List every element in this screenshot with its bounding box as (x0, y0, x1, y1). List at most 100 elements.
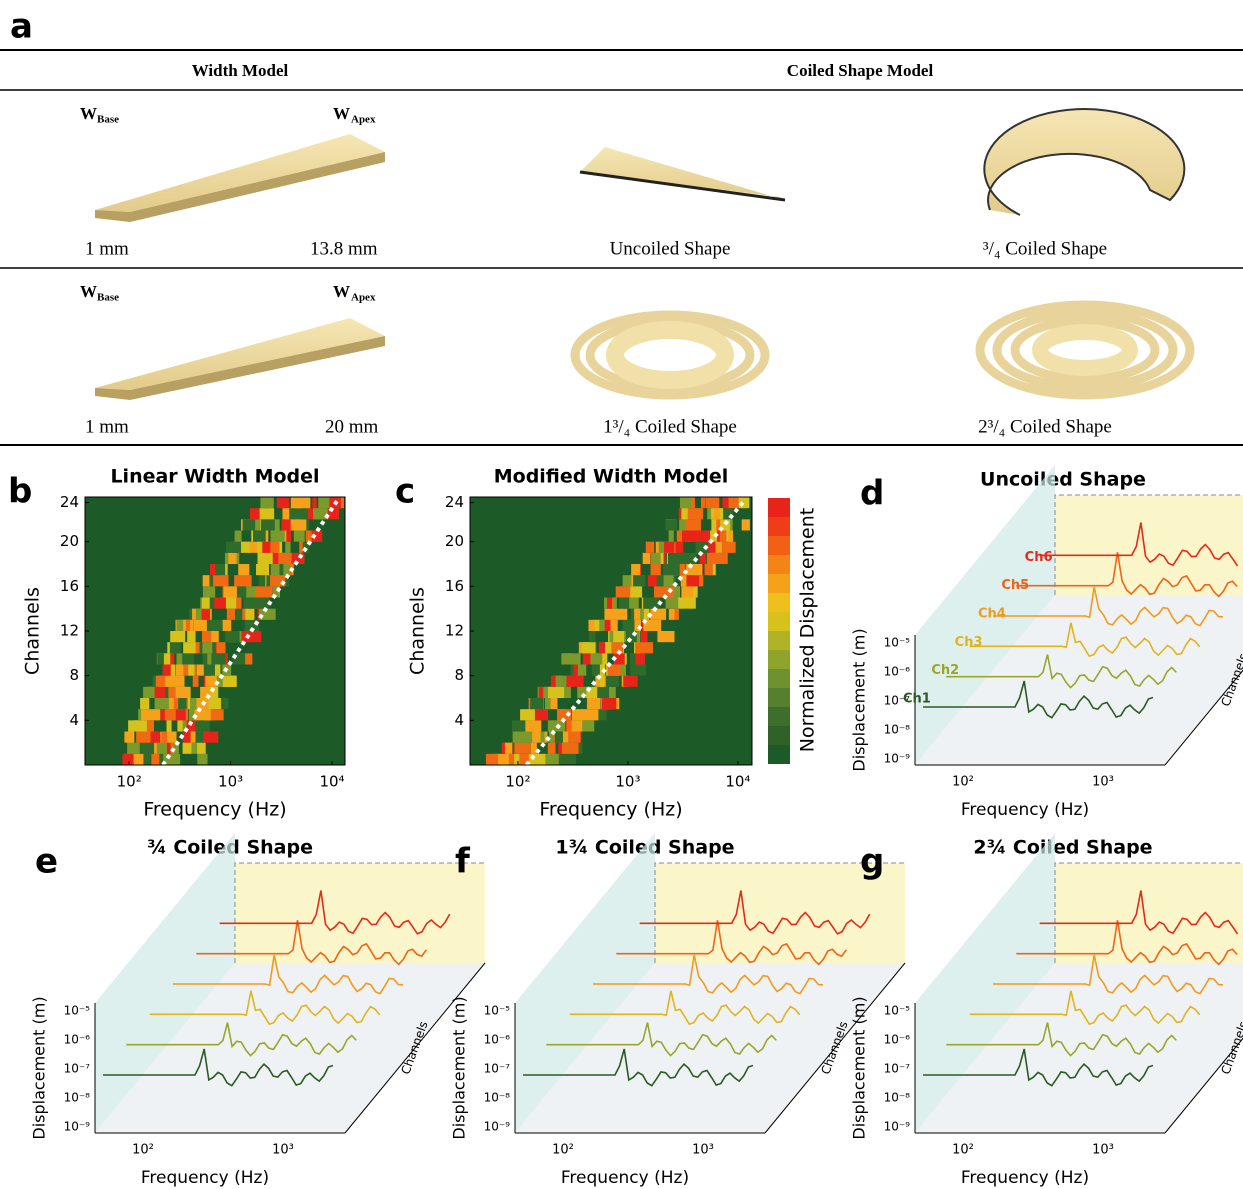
x-axis-label: Frequency (Hz) (143, 799, 286, 821)
x-tick-label: 10³ (1092, 1143, 1114, 1158)
heatmap-cell (581, 709, 599, 720)
heatmap-cell (203, 575, 210, 586)
heatmap-cell (271, 531, 285, 542)
heatmap-cell (630, 665, 646, 676)
heatmap-cell (669, 531, 674, 542)
x-tick-label: 10⁴ (725, 773, 750, 791)
heatmap-cell (561, 653, 571, 664)
panel-label: c (395, 472, 415, 512)
y-tick-label: 10⁻⁷ (884, 1062, 911, 1076)
heatmap-cell (525, 720, 541, 731)
y-tick-label: 16 (60, 577, 79, 595)
heatmap-cell (534, 709, 548, 720)
heatmap-cell (228, 553, 236, 564)
heatmap-cell (686, 575, 699, 586)
heatmap-cell (540, 732, 544, 743)
heatmap-cell (589, 631, 595, 642)
heatmap-cell (705, 564, 713, 575)
shape-label: 1³/₄ Coiled Shape (603, 416, 737, 437)
heatmap-cell (544, 754, 558, 765)
heatmap-cell (146, 720, 154, 731)
heatmap-cell (224, 586, 237, 597)
heatmap-cell (623, 676, 637, 687)
heatmap-cell (171, 665, 176, 676)
colorbar-step (768, 631, 790, 650)
heatmap-cell (681, 586, 693, 597)
heatmap-cell (635, 642, 653, 653)
heatmap-cell (258, 553, 273, 564)
y-tick-label: 16 (445, 577, 464, 595)
w-apex: W (333, 282, 350, 301)
heatmap-cell (163, 665, 172, 676)
y-tick-label: 10⁻⁷ (64, 1062, 91, 1076)
figure: aWidth ModelCoiled Shape ModelWBaseWApex… (0, 0, 1243, 1189)
x-tick-label: 10³ (218, 773, 243, 791)
heatmap-cell (591, 653, 602, 664)
heatmap-cell (599, 620, 605, 631)
beam-side (95, 336, 385, 400)
heatmap-cell (583, 653, 591, 664)
back-wall (1055, 863, 1243, 963)
heatmap-cell (271, 564, 280, 575)
shape-label: Uncoiled Shape (610, 238, 731, 259)
y-tick-label: 10⁻⁶ (484, 1033, 511, 1047)
heatmap-cell (134, 754, 144, 765)
heatmap-cell (201, 732, 218, 743)
heatmap-cell (180, 687, 187, 698)
heatmap-cell (222, 620, 231, 631)
x-tick-label: 10³ (1092, 775, 1114, 790)
heatmap-cell (168, 687, 175, 698)
heatmap-cell (211, 653, 225, 664)
x-tick-label: 10³ (692, 1143, 714, 1158)
heatmap-cell (177, 720, 182, 731)
heatmap-cell (238, 564, 248, 575)
w-apex: W (333, 104, 350, 123)
channel-label: Ch5 (1001, 578, 1029, 593)
y-tick-label: 4 (454, 711, 464, 729)
y-tick-label: 10⁻⁶ (884, 665, 911, 679)
heatmap-cell (566, 676, 583, 687)
colorbar-step (768, 745, 790, 764)
heatmap-cell (170, 631, 185, 642)
heatmap-cell (157, 743, 167, 754)
heatmap-cell (643, 553, 650, 564)
heatmap-cell (143, 687, 155, 698)
channel-label: Ch4 (978, 607, 1006, 622)
y-tick-label: 10⁻⁸ (884, 723, 911, 737)
x-tick-label: 10² (952, 775, 974, 790)
y-tick-label: 10⁻⁹ (884, 1120, 911, 1134)
heatmap-cell (195, 709, 212, 720)
colorbar-step (768, 536, 790, 555)
colorbar-step (768, 707, 790, 726)
heatmap-cell (602, 698, 616, 709)
heatmap-cell (313, 508, 328, 519)
panel-label: f (455, 842, 471, 882)
heatmap-cell (177, 620, 184, 631)
heatmap-cell (172, 642, 181, 653)
heatmap-cell (682, 531, 699, 542)
beam-top (95, 134, 385, 212)
heatmap-cell (203, 586, 215, 597)
shape-label: ³/₄ Coiled Shape (983, 238, 1107, 259)
heatmap-cell (592, 665, 600, 676)
y-tick-label: 10⁻⁸ (484, 1091, 511, 1105)
heatmap-cell (505, 743, 512, 754)
heatmap-cell (260, 508, 275, 519)
y-axis-label: Displacement (m) (450, 996, 469, 1139)
heatmap-cell (202, 642, 212, 653)
y-tick-label: 8 (69, 666, 79, 684)
heatmap-cell (283, 564, 289, 575)
width-label: 1 mm (85, 238, 129, 259)
heatmap-cell (674, 586, 679, 597)
heatmap-cell (209, 698, 221, 709)
heatmap-cell (497, 754, 509, 765)
y-tick-label: 10⁻⁹ (64, 1120, 91, 1134)
channel-label: Ch2 (931, 663, 959, 678)
heatmap-cell (619, 598, 629, 609)
heatmap-cell (556, 676, 562, 687)
header: Coiled Shape Model (787, 61, 934, 80)
panel-title: Modified Width Model (494, 466, 729, 488)
heatmap-cell (530, 698, 543, 709)
heatmap-cell (486, 754, 498, 765)
panel-label: a (10, 7, 33, 47)
